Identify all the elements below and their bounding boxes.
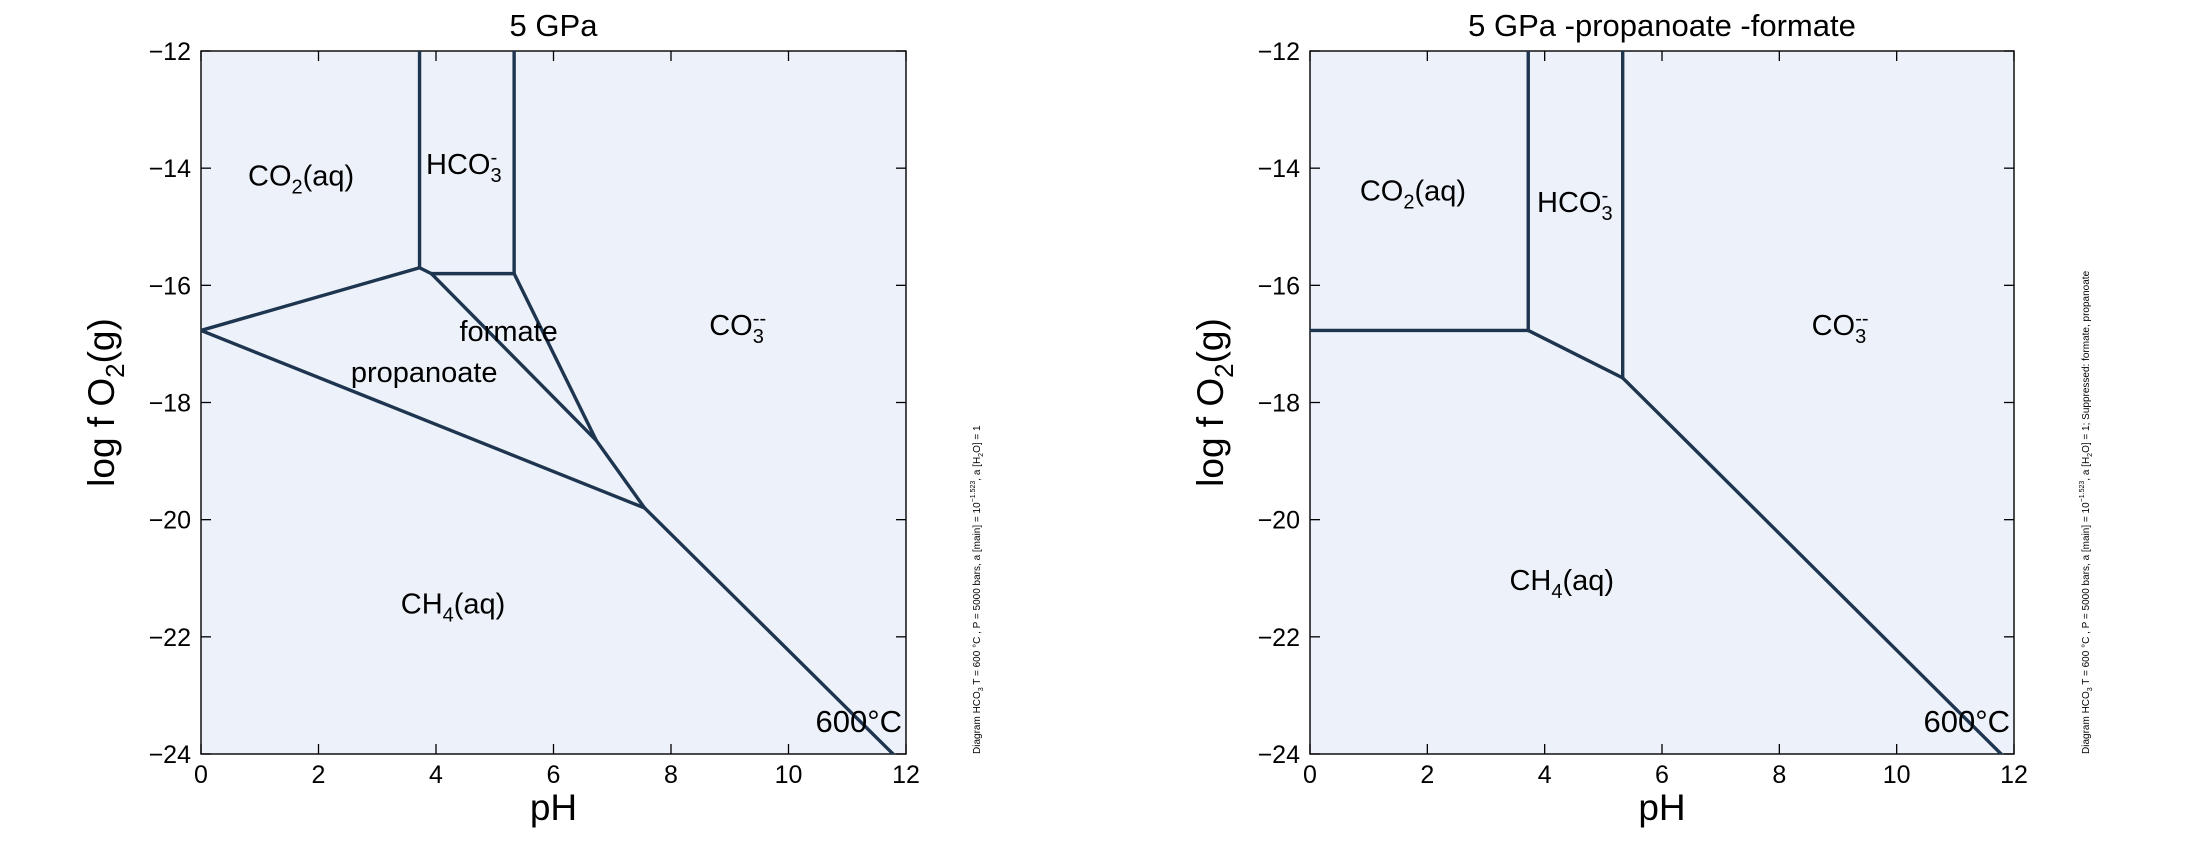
y-tick-label: −20 — [1258, 507, 1300, 535]
diagram-conditions-note: Diagram HCO3 T = 600 °C , P = 5000 bars,… — [970, 425, 985, 754]
x-tick-label: 12 — [892, 761, 920, 789]
y-tick-label: −22 — [1258, 624, 1300, 652]
region-label: CO2(aq) — [1360, 175, 1466, 213]
x-tick-label: 8 — [664, 761, 678, 789]
boundary-line-3 — [1526, 328, 1625, 380]
region-label: formate — [460, 316, 558, 348]
y-tick-label: −12 — [1258, 38, 1300, 66]
plot-area — [1309, 50, 2015, 755]
chart-title: 5 GPa — [510, 8, 599, 43]
y-tick-label: −24 — [1258, 741, 1301, 769]
y-axis-label: log f O2(g) — [1190, 318, 1239, 487]
diagram-conditions-note: Diagram HCO3 T = 600 °C , P = 5000 bars,… — [2079, 270, 2094, 754]
x-axis-label: pH — [1638, 787, 1685, 828]
region-label: propanoate — [351, 357, 498, 389]
chart-panel-right: 0 2 4 6 8 10 12 −24 −22 −20 −18 −16 −14 −12 5 GPa -pro… — [1190, 8, 2094, 828]
chart-panel-left: 0 2 4 6 8 10 12 −24 −22 −20 −18 −16 −14 −12 5 GPa pH log… — [81, 8, 985, 828]
boundary-line-0 — [201, 266, 422, 333]
boundary-line-7 — [594, 438, 647, 510]
boundary-line-5 — [429, 271, 599, 443]
plot-area — [200, 50, 907, 755]
region-label: HCO3- — [1537, 185, 1613, 225]
y-tick-label: −20 — [149, 507, 191, 535]
x-tick-label: 10 — [775, 761, 803, 789]
x-axis-label: pH — [530, 787, 577, 828]
x-tick-label: 2 — [312, 761, 326, 789]
boundary-line-6 — [512, 271, 599, 443]
x-tick-label: 2 — [1420, 761, 1434, 789]
temperature-label: 600°C — [1923, 704, 2010, 739]
y-axis-label: log f O2(g) — [81, 318, 130, 487]
region-label: CO2(aq) — [248, 161, 354, 199]
y-tick-label: −12 — [149, 38, 191, 66]
boundary-line-4 — [1620, 376, 2003, 754]
x-tick-label: 0 — [1303, 761, 1317, 789]
x-tick-label: 10 — [1883, 761, 1911, 789]
boundary-lines — [201, 51, 895, 754]
region-label: HCO3- — [426, 147, 502, 187]
x-tick-label: 0 — [194, 761, 208, 789]
x-tick-label: 6 — [547, 761, 561, 789]
region-label: CO3-- — [709, 308, 766, 348]
x-tick-label: 4 — [1538, 761, 1552, 789]
y-tick-label: −18 — [149, 390, 191, 418]
region-label: CH4(aq) — [1509, 565, 1614, 603]
y-tick-label: −16 — [149, 272, 191, 300]
chart-title: 5 GPa -propanoate -formate — [1468, 8, 1856, 43]
boundary-line-8 — [201, 328, 647, 510]
x-tick-label: 4 — [429, 761, 443, 789]
y-tick-label: −22 — [149, 624, 191, 652]
boundary-lines — [1310, 51, 2003, 754]
region-label: CO3-- — [1812, 308, 1869, 348]
y-tick-label: −18 — [1258, 390, 1300, 418]
y-tick-label: −24 — [149, 741, 192, 769]
y-tick-label: −14 — [1258, 155, 1301, 183]
temperature-label: 600°C — [815, 704, 902, 739]
y-tick-label: −16 — [1258, 272, 1300, 300]
boundary-line-3 — [417, 266, 433, 276]
x-tick-label: 6 — [1655, 761, 1669, 789]
boundary-line-9 — [642, 506, 895, 754]
y-tick-label: −14 — [149, 155, 192, 183]
x-tick-label: 8 — [1772, 761, 1786, 789]
x-tick-label: 12 — [2000, 761, 2028, 789]
region-label: CH4(aq) — [401, 588, 506, 626]
